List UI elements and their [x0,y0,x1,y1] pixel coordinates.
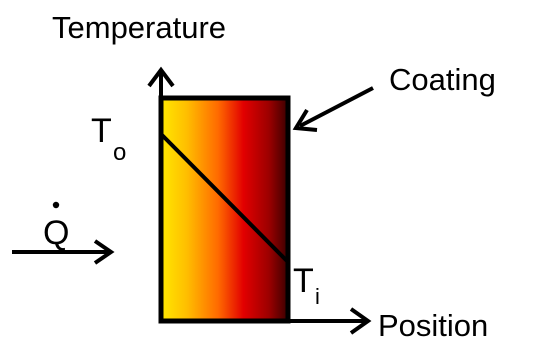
svg-text:o: o [113,139,126,166]
coating-label: Coating [389,62,496,97]
svg-text:T: T [293,262,314,300]
svg-text:T: T [91,112,112,150]
svg-text:Q: Q [43,214,69,252]
position-axis [161,307,372,335]
heat-flow-arrow [12,239,115,265]
heat-flow-label: Q [43,201,69,252]
temperature-axis [147,66,175,321]
svg-text:i: i [315,284,320,309]
heat-flow-dot [52,201,60,209]
inner-temperature-label: T i [293,262,320,309]
temperature-profile-line [159,132,290,264]
x-axis-label: Position [378,308,488,340]
outer-temperature-label: T o [91,112,126,166]
coating-block [158,95,291,324]
coating-pointer-arrow [292,86,374,132]
y-axis-label: Temperature [52,10,226,45]
